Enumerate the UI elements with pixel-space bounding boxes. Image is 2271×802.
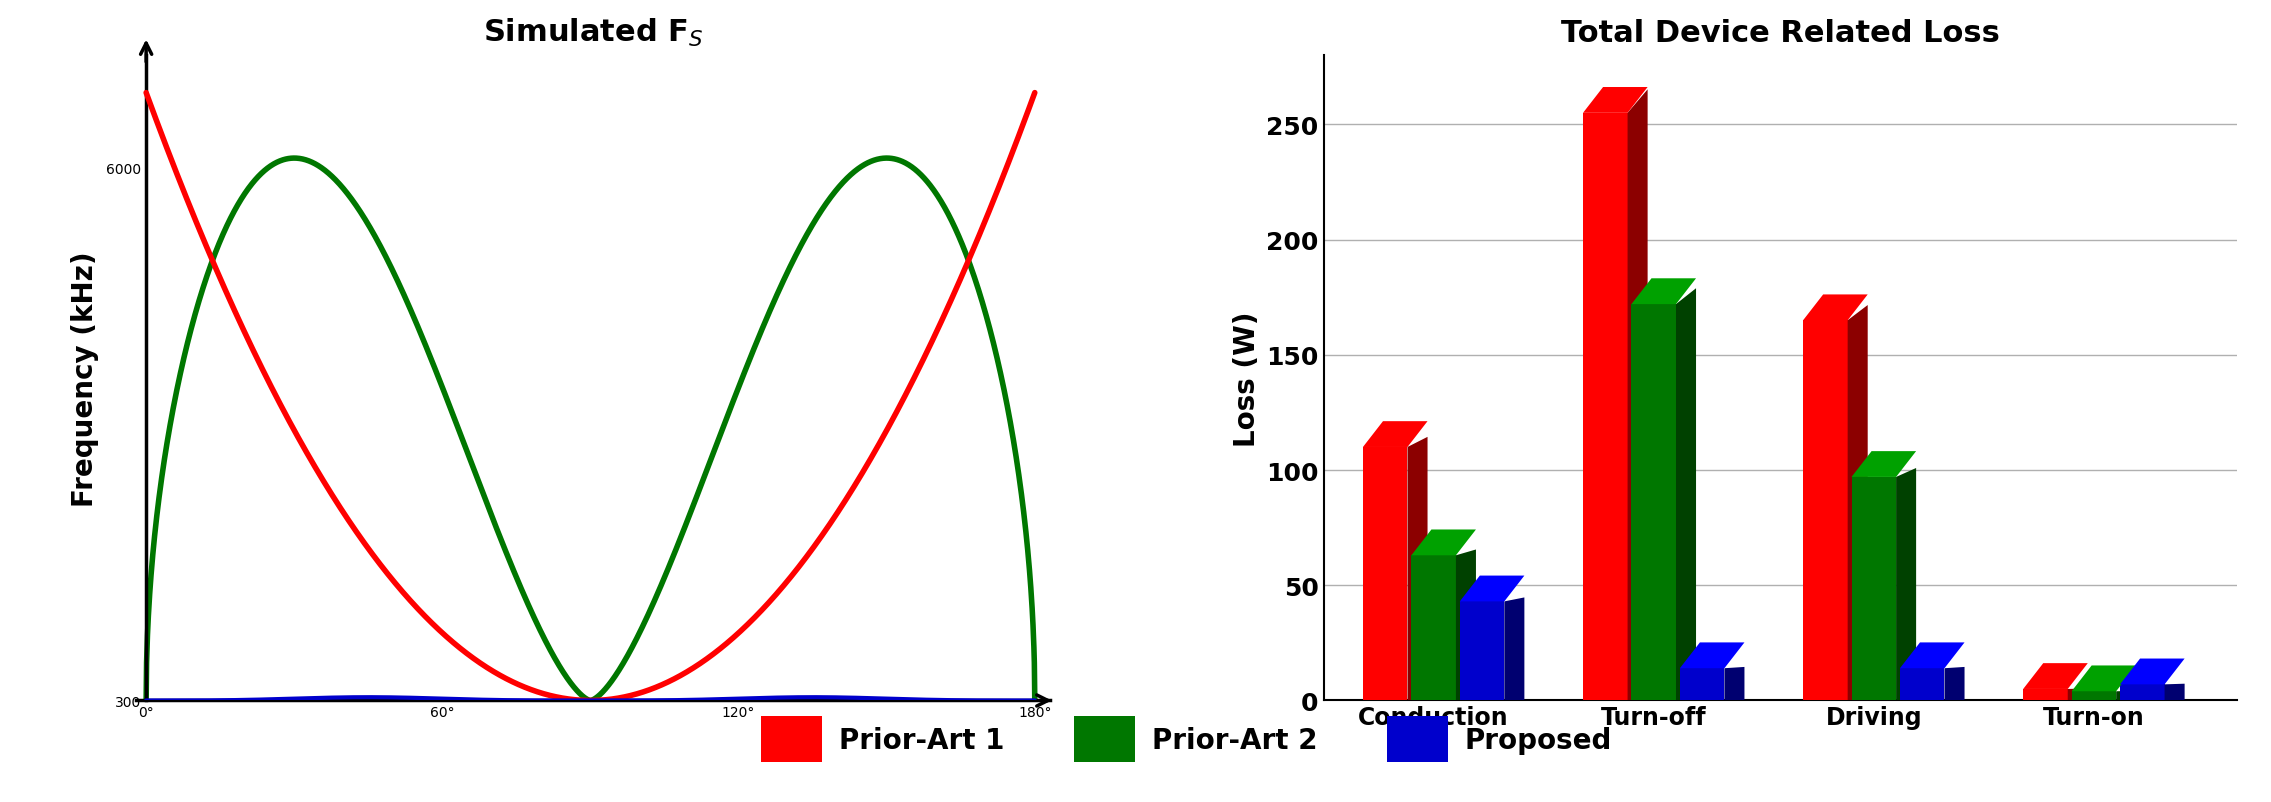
Polygon shape: [2121, 658, 2185, 684]
Polygon shape: [1901, 642, 1964, 668]
Title: Total Device Related Loss: Total Device Related Loss: [1560, 19, 2001, 48]
Polygon shape: [2121, 684, 2164, 701]
Polygon shape: [2071, 691, 2117, 701]
Polygon shape: [1944, 667, 1964, 701]
Polygon shape: [1628, 90, 1649, 701]
Polygon shape: [2067, 689, 2087, 701]
Polygon shape: [1503, 597, 1524, 701]
Polygon shape: [1456, 550, 1476, 701]
Polygon shape: [1724, 667, 1744, 701]
Polygon shape: [1681, 642, 1744, 668]
Polygon shape: [1803, 295, 1867, 321]
Polygon shape: [1410, 530, 1476, 556]
Polygon shape: [1896, 468, 1917, 701]
Polygon shape: [1851, 452, 1917, 477]
Polygon shape: [1901, 668, 1944, 701]
Polygon shape: [1363, 448, 1408, 701]
Polygon shape: [1460, 576, 1524, 602]
Polygon shape: [1408, 437, 1428, 701]
Polygon shape: [1851, 477, 1896, 701]
Y-axis label: Loss (W): Loss (W): [1233, 310, 1260, 446]
Polygon shape: [1676, 289, 1696, 701]
Polygon shape: [1410, 556, 1456, 701]
Polygon shape: [1803, 321, 1849, 701]
Polygon shape: [2023, 663, 2087, 689]
Polygon shape: [1460, 602, 1503, 701]
Polygon shape: [1583, 88, 1649, 114]
Polygon shape: [2164, 684, 2185, 701]
Polygon shape: [1363, 422, 1428, 448]
Polygon shape: [1681, 668, 1724, 701]
Polygon shape: [2117, 691, 2137, 701]
Title: Simulated F$_S$: Simulated F$_S$: [481, 18, 704, 50]
Polygon shape: [1631, 305, 1676, 701]
Polygon shape: [2071, 666, 2137, 691]
Legend: Prior-Art 1, Prior-Art 2, Proposed: Prior-Art 1, Prior-Art 2, Proposed: [749, 705, 1624, 774]
Y-axis label: Frequency (kHz): Frequency (kHz): [70, 251, 100, 506]
Polygon shape: [1583, 114, 1628, 701]
Polygon shape: [2023, 689, 2067, 701]
Polygon shape: [1849, 306, 1867, 701]
Polygon shape: [1631, 279, 1696, 305]
